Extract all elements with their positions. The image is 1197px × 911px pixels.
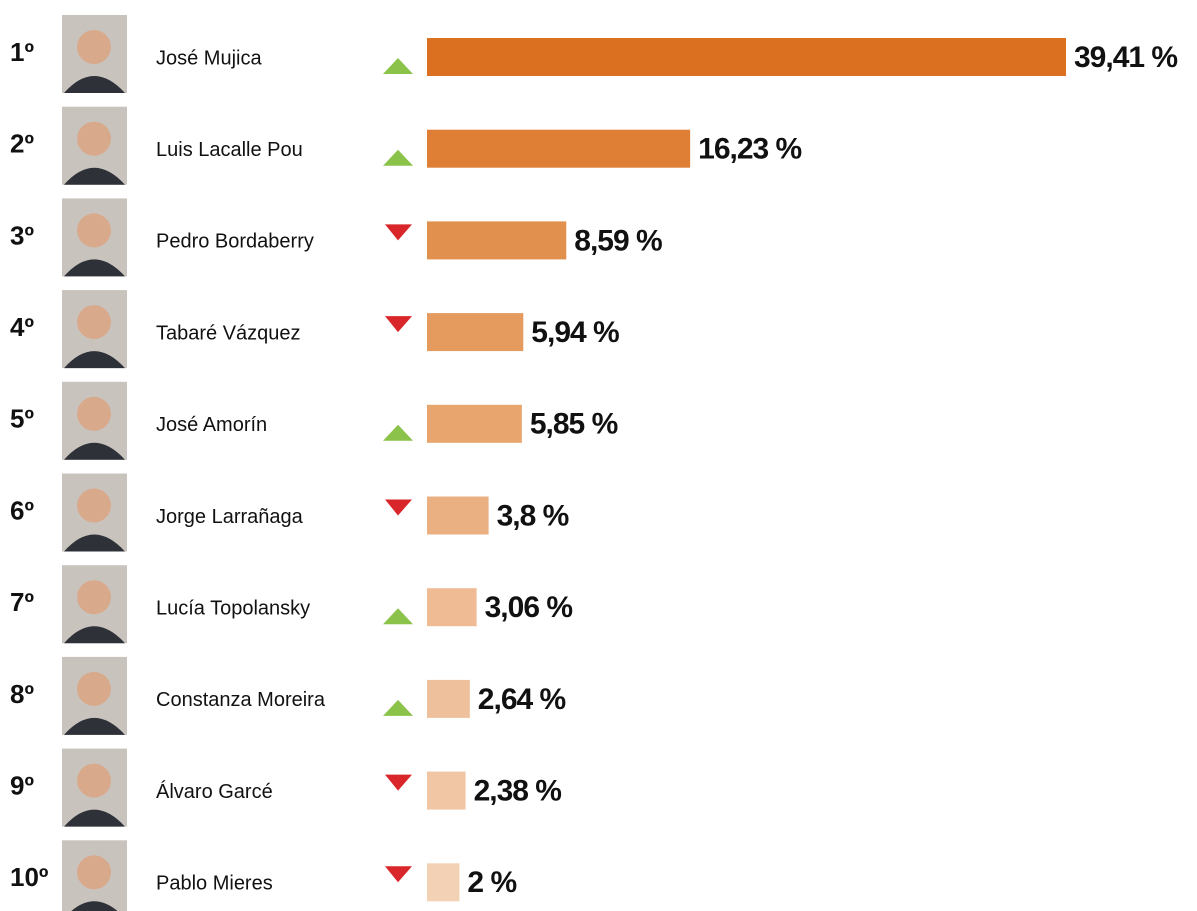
photo-body <box>64 534 125 552</box>
photo-body <box>64 76 125 93</box>
bar <box>427 129 691 168</box>
bar <box>427 771 466 810</box>
bar <box>427 679 470 718</box>
rank: 2º <box>10 129 34 159</box>
photo-body <box>71 901 118 911</box>
bar <box>427 496 489 535</box>
name: Jorge Larrañaga <box>156 506 304 528</box>
value-label: 8,59 % <box>574 224 662 257</box>
photo-head <box>77 213 111 248</box>
value-label: 2,64 % <box>478 683 566 716</box>
rank: 9º <box>10 770 34 800</box>
photo-head <box>77 763 111 798</box>
rank: 1º <box>10 37 34 67</box>
value-label: 16,23 % <box>698 133 801 166</box>
name: José Mujica <box>156 47 262 69</box>
bar <box>427 404 522 443</box>
value-label: 39,41 % <box>1074 41 1177 74</box>
name: Pablo Mieres <box>156 873 273 895</box>
rank: 5º <box>10 404 34 434</box>
photo-head <box>77 855 111 890</box>
trend-up <box>383 608 413 625</box>
trend-up <box>383 58 413 74</box>
bar <box>427 863 460 902</box>
bar <box>427 588 477 627</box>
photo-head <box>77 671 111 706</box>
photo-head <box>77 121 111 156</box>
photo-head <box>77 305 111 340</box>
photo-head <box>77 488 111 523</box>
name: José Amorín <box>156 414 267 436</box>
name: Pedro Bordaberry <box>156 231 314 253</box>
photo-body <box>64 809 125 827</box>
trend-down <box>385 224 412 241</box>
photo-body <box>64 442 125 460</box>
rank: 8º <box>10 679 34 709</box>
trend-up <box>383 149 413 166</box>
trend-down <box>385 499 412 516</box>
photo-body <box>64 717 125 735</box>
value-label: 5,94 % <box>531 316 619 349</box>
value-label: 3,8 % <box>497 499 569 532</box>
photo-head <box>77 396 111 431</box>
name: Luis Lacalle Pou <box>156 139 303 161</box>
photo-body <box>64 167 125 185</box>
value-label: 2 % <box>467 866 516 899</box>
rank: 7º <box>10 587 34 617</box>
trend-up <box>383 424 413 441</box>
rank: 6º <box>10 495 34 525</box>
bar <box>427 221 567 260</box>
value-label: 5,85 % <box>530 408 618 441</box>
trend-down <box>385 774 412 791</box>
name: Constanza Moreira <box>156 689 326 711</box>
photo-head <box>77 580 111 615</box>
name: Lucía Topolansky <box>156 597 310 619</box>
photo-body <box>64 351 125 369</box>
name: Álvaro Garcé <box>156 780 273 803</box>
bar <box>427 313 524 352</box>
trend-up <box>383 699 413 716</box>
rank: 4º <box>10 312 34 342</box>
photo-body <box>64 259 125 277</box>
rank: 3º <box>10 220 34 250</box>
value-label: 2,38 % <box>474 775 562 808</box>
photo-head <box>77 30 111 64</box>
photo-body <box>64 626 125 644</box>
bar <box>427 38 1066 76</box>
rank: 10º <box>10 862 49 892</box>
name: Tabaré Vázquez <box>156 322 301 344</box>
trend-down <box>385 866 412 883</box>
value-label: 3,06 % <box>485 591 573 624</box>
trend-down <box>385 316 412 333</box>
